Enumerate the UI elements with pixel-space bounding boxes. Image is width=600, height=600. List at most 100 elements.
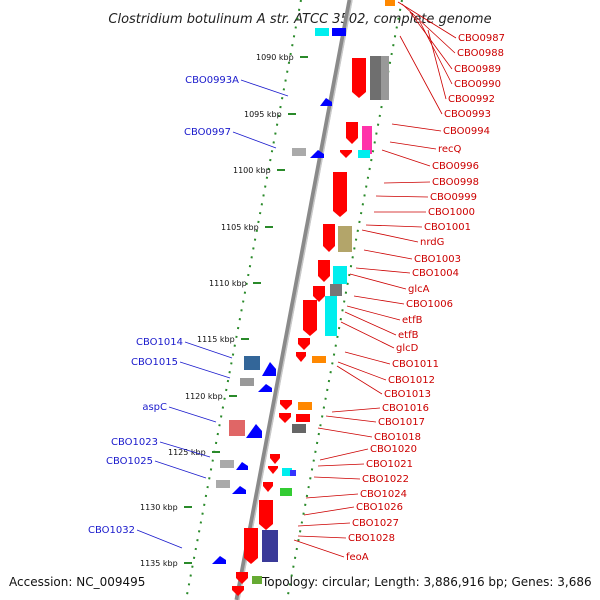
reverse-gene-arrow <box>232 586 244 596</box>
gene-labels: CBO0993A CBO0997 CBO1014 CBO1015 aspC CBO1023… <box>88 33 505 563</box>
reverse-label-leader <box>346 305 401 321</box>
reverse-label-leader <box>397 1 457 39</box>
reverse-gene-arrow <box>313 286 325 302</box>
reverse-gene-label: CBO1021 <box>366 459 413 470</box>
reverse-label-leader <box>325 415 377 423</box>
reverse-gene-label: etfB <box>402 315 423 326</box>
reverse-gene-label: feoA <box>346 552 369 563</box>
gene-feature <box>325 296 337 336</box>
gene-feature <box>290 470 296 476</box>
gene-feature <box>262 530 278 562</box>
reverse-gene-label: CBO1018 <box>374 432 421 443</box>
forward-gene-arrow <box>310 150 324 158</box>
reverse-label-leader <box>303 506 355 516</box>
forward-gene-label: CBO0997 <box>184 127 231 138</box>
reverse-gene-label: CBO1020 <box>370 444 417 455</box>
reverse-label-leader <box>361 229 419 243</box>
forward-gene-arrow <box>258 384 272 392</box>
reverse-gene-arrow <box>298 338 310 350</box>
reverse-label-leader <box>353 295 405 305</box>
reverse-label-leader <box>344 351 391 365</box>
topology-text: Topology: circular; Length: 3,886,916 bp… <box>261 575 592 589</box>
label-leader-lines <box>136 1 457 558</box>
gene-feature <box>358 150 370 158</box>
gene-feature <box>315 28 329 36</box>
forward-gene-arrow <box>246 424 262 438</box>
reverse-gene-arrow <box>333 172 347 217</box>
reverse-label-leader <box>363 249 413 260</box>
forward-gene-arrow <box>320 98 332 106</box>
reverse-gene-label: CBO1027 <box>352 518 399 529</box>
forward-label-leader <box>184 341 233 359</box>
gene-feature <box>280 488 292 496</box>
reverse-gene-label: CBO0987 <box>458 33 505 44</box>
reverse-gene-arrow <box>303 300 317 336</box>
forward-gene-arrow <box>212 556 226 564</box>
reverse-label-leader <box>389 141 437 150</box>
forward-gene-label: CBO1032 <box>88 525 135 536</box>
forward-gene-label: CBO1025 <box>106 456 153 467</box>
reverse-gene-label: CBO0993 <box>444 109 491 120</box>
reverse-label-leader <box>305 493 359 499</box>
reverse-label-leader <box>336 365 383 395</box>
reverse-gene-label: CBO0999 <box>430 192 477 203</box>
gene-feature <box>252 576 262 584</box>
gene-feature <box>312 356 326 363</box>
reverse-label-leader <box>355 267 411 274</box>
reverse-label-leader <box>293 539 345 558</box>
forward-gene-label: aspC <box>142 402 167 413</box>
kbp-tick-label: 1105 kbp <box>221 223 259 232</box>
forward-label-leader <box>136 529 183 549</box>
reverse-gene-label: nrdG <box>420 237 444 248</box>
forward-label-leader <box>159 441 211 458</box>
reverse-gene-arrow <box>236 572 248 584</box>
reverse-gene-arrow <box>323 224 335 252</box>
reverse-gene-arrow <box>318 260 330 282</box>
reverse-gene-arrow <box>268 466 278 474</box>
reverse-label-leader <box>297 535 347 539</box>
reverse-gene-arrow <box>340 150 352 158</box>
reverse-gene-arrow <box>280 400 292 410</box>
reverse-gene-arrow <box>244 528 258 564</box>
reverse-gene-arrow <box>270 454 280 464</box>
accession-text: Accession: NC_009495 <box>9 575 145 589</box>
forward-gene-label: CBO1023 <box>111 437 158 448</box>
backbone <box>234 0 353 600</box>
forward-label-leader <box>240 79 289 97</box>
reverse-gene-label: CBO0989 <box>454 64 501 75</box>
forward-gene-arrow <box>262 362 276 376</box>
gene-feature <box>229 420 245 436</box>
gene-feature <box>385 0 395 6</box>
reverse-label-leader <box>419 21 453 85</box>
gene-feature <box>216 480 230 488</box>
kbp-tick-label: 1125 kbp <box>168 448 206 457</box>
gene-feature <box>292 148 306 156</box>
reverse-label-leader <box>344 311 397 336</box>
reverse-gene-label: glcD <box>396 343 419 354</box>
reverse-gene-arrow <box>279 413 291 423</box>
reverse-label-leader <box>381 149 431 167</box>
reverse-gene-label: CBO0990 <box>454 79 501 90</box>
reverse-gene-label: CBO1024 <box>360 489 407 500</box>
gene-feature <box>244 356 260 370</box>
reverse-label-leader <box>337 361 387 381</box>
kbp-tick-label: 1110 kbp <box>209 279 247 288</box>
gene-feature <box>240 378 254 386</box>
forward-gene-arrow <box>232 486 246 494</box>
reverse-gene-label: CBO1016 <box>382 403 429 414</box>
reverse-gene-arrow <box>346 122 358 144</box>
reverse-gene-arrow <box>259 500 273 530</box>
gene-feature <box>282 468 292 476</box>
gene-feature <box>296 414 310 422</box>
kbp-tick-label: 1130 kbp <box>140 503 178 512</box>
forward-gene-label: CBO1015 <box>131 357 178 368</box>
reverse-gene-label: recQ <box>438 144 462 155</box>
reverse-label-leader <box>317 427 373 438</box>
reverse-gene-label: CBO1000 <box>428 207 475 218</box>
gene-feature <box>292 424 306 433</box>
reverse-gene-label: CBO1003 <box>414 254 461 265</box>
reverse-gene-label: CBO1004 <box>412 268 459 279</box>
reverse-gene-label: CBO0996 <box>432 161 479 172</box>
reverse-gene-label: CBO0994 <box>443 126 490 137</box>
reverse-label-leader <box>331 407 381 413</box>
